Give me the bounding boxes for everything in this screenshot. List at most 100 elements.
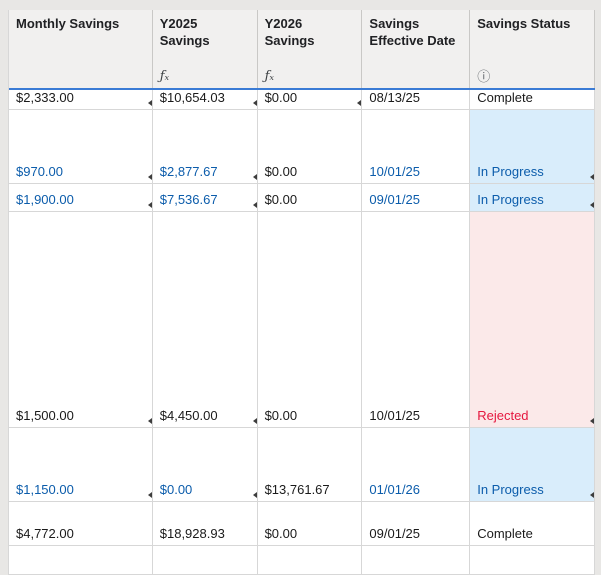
status-cell[interactable]: Rejected: [470, 212, 595, 427]
header-row: Monthly Savings Y2025 Savings ƒₓ Y2026 Savi…: [9, 10, 595, 90]
table-row: $1,500.00 $4,450.00 $0.00 10/01/25 Rejected: [9, 212, 595, 428]
data-cell[interactable]: 09/01/25: [362, 502, 471, 545]
status-cell[interactable]: In Progress: [470, 428, 595, 501]
formula-icon: ƒₓ: [159, 69, 170, 84]
column-header-savings-effective-date[interactable]: Savings Effective Date: [362, 10, 471, 88]
cell-value: $7,536.67: [159, 192, 218, 207]
cell-overflow-marker-icon: [357, 100, 362, 106]
cell-overflow-marker-icon: [147, 202, 152, 208]
cell-overflow-marker-icon: [590, 418, 594, 424]
column-header-y2025-savings[interactable]: Y2025 Savings ƒₓ: [153, 10, 258, 88]
data-cell[interactable]: $2,333.00: [9, 90, 153, 109]
column-header-y2026-savings[interactable]: Y2026 Savings ƒₓ: [258, 10, 363, 88]
table-row: [9, 546, 595, 575]
column-header-label: Y2026 Savings: [264, 16, 315, 48]
cell-value: $13,761.67: [264, 482, 330, 497]
savings-table: Monthly Savings Y2025 Savings ƒₓ Y2026 Savi…: [8, 10, 595, 575]
cell-overflow-marker-icon: [252, 174, 257, 180]
cell-value: In Progress: [477, 164, 544, 179]
column-header-monthly-savings[interactable]: Monthly Savings: [9, 10, 153, 88]
cell-overflow-marker-icon: [252, 202, 257, 208]
table-row: $4,772.00 $18,928.93 $0.00 09/01/25 Complete: [9, 502, 595, 546]
data-cell[interactable]: $0.00: [258, 90, 363, 109]
column-header-savings-status[interactable]: Savings Status ⓘ: [470, 10, 595, 88]
cell-value: $4,450.00: [159, 408, 218, 423]
cell-overflow-marker-icon: [252, 492, 257, 498]
data-cell[interactable]: [153, 546, 258, 574]
table-row: $2,333.00 $10,654.03 $0.00 08/13/25 Complete: [9, 90, 595, 110]
data-cell[interactable]: $0.00: [153, 428, 258, 501]
data-cell[interactable]: $0.00: [258, 110, 363, 183]
cell-overflow-marker-icon: [147, 100, 152, 106]
data-cell[interactable]: [9, 546, 153, 574]
cell-value: $0.00: [159, 482, 193, 497]
cell-value: $970.00: [16, 164, 63, 179]
data-cell[interactable]: $0.00: [258, 212, 363, 427]
cell-value: $10,654.03: [159, 90, 225, 105]
cell-value: Complete: [477, 90, 533, 105]
cell-value: $1,500.00: [16, 408, 74, 423]
cell-value: 10/01/25: [369, 164, 421, 179]
column-header-label: Savings Status: [477, 16, 571, 31]
header-spacer: [369, 71, 463, 83]
data-cell[interactable]: $1,900.00: [9, 184, 153, 211]
cell-value: 01/01/26: [369, 482, 421, 497]
cell-value: $18,928.93: [159, 526, 225, 541]
table-body: $2,333.00 $10,654.03 $0.00 08/13/25 Complete…: [9, 90, 595, 575]
cell-value: $2,877.67: [159, 164, 218, 179]
cell-overflow-marker-icon: [590, 202, 594, 208]
cell-value: Rejected: [477, 408, 529, 423]
cell-value: $2,333.00: [16, 90, 74, 105]
left-gutter: [0, 0, 8, 575]
data-cell[interactable]: 10/01/25: [362, 212, 471, 427]
data-cell[interactable]: $18,928.93: [153, 502, 258, 545]
cell-value: $0.00: [264, 164, 298, 179]
cell-value: $0.00: [264, 90, 298, 105]
cell-value: $1,900.00: [16, 192, 74, 207]
cell-value: $1,150.00: [16, 482, 74, 497]
data-cell[interactable]: $10,654.03: [153, 90, 258, 109]
cell-overflow-marker-icon: [147, 174, 152, 180]
cell-value: $0.00: [264, 526, 298, 541]
cell-value: $0.00: [264, 192, 298, 207]
cell-value: $4,772.00: [16, 526, 74, 541]
cell-value: $0.00: [264, 408, 298, 423]
column-header-label: Y2025 Savings: [159, 16, 210, 48]
data-cell[interactable]: [362, 546, 471, 574]
cell-value: 09/01/25: [369, 526, 421, 541]
data-cell[interactable]: $2,877.67: [153, 110, 258, 183]
data-cell[interactable]: 01/01/26: [362, 428, 471, 501]
data-cell[interactable]: $0.00: [258, 502, 363, 545]
status-cell[interactable]: Complete: [470, 502, 595, 545]
data-cell[interactable]: $1,500.00: [9, 212, 153, 427]
data-cell[interactable]: $1,150.00: [9, 428, 153, 501]
status-cell[interactable]: [470, 546, 595, 574]
status-cell[interactable]: Complete: [470, 90, 595, 109]
cell-overflow-marker-icon: [147, 492, 152, 498]
data-cell[interactable]: $4,772.00: [9, 502, 153, 545]
table-row: $1,150.00 $0.00 $13,761.67 01/01/26 In Progr…: [9, 428, 595, 502]
status-cell[interactable]: In Progress: [470, 110, 595, 183]
info-icon: ⓘ: [477, 69, 491, 84]
cell-value: In Progress: [477, 192, 544, 207]
data-cell[interactable]: $13,761.67: [258, 428, 363, 501]
cell-overflow-marker-icon: [590, 174, 594, 180]
data-cell[interactable]: 08/13/25: [362, 90, 471, 109]
cell-overflow-marker-icon: [252, 418, 257, 424]
status-cell[interactable]: In Progress: [470, 184, 595, 211]
table-row: $1,900.00 $7,536.67 $0.00 09/01/25 In Progre…: [9, 184, 595, 212]
data-cell[interactable]: $4,450.00: [153, 212, 258, 427]
data-cell[interactable]: $970.00: [9, 110, 153, 183]
top-gutter: [0, 0, 601, 10]
column-header-label: Monthly Savings: [16, 16, 120, 31]
data-cell[interactable]: $0.00: [258, 184, 363, 211]
formula-icon: ƒₓ: [264, 69, 275, 84]
table-row: $970.00 $2,877.67 $0.00 10/01/25 In Progress: [9, 110, 595, 184]
data-cell[interactable]: 09/01/25: [362, 184, 471, 211]
column-header-label: Savings Effective Date: [369, 16, 456, 48]
cell-value: 08/13/25: [369, 90, 421, 105]
data-cell[interactable]: $7,536.67: [153, 184, 258, 211]
data-cell[interactable]: 10/01/25: [362, 110, 471, 183]
data-cell[interactable]: [258, 546, 363, 574]
